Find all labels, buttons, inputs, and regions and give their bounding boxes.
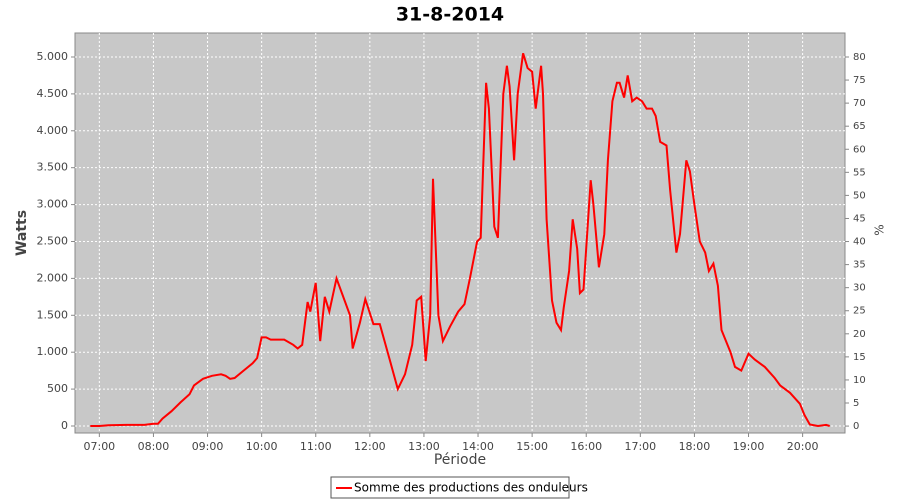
- x-tick-label: 09:00: [192, 440, 224, 453]
- y2-tick-label: 65: [853, 121, 866, 132]
- x-axis-label: Période: [434, 452, 486, 468]
- y2-tick-label: 80: [853, 52, 866, 63]
- y2-tick-label: 30: [853, 283, 866, 294]
- y2-tick-label: 15: [853, 352, 866, 363]
- y-tick-label: 4.500: [37, 87, 69, 100]
- chart-title: 31-8-2014: [396, 4, 504, 26]
- y2-tick-label: 35: [853, 260, 866, 271]
- x-tick-label: 19:00: [733, 440, 765, 453]
- y2-tick-label: 60: [853, 144, 866, 155]
- x-tick-label: 11:00: [300, 440, 332, 453]
- y-tick-label: 3.000: [37, 198, 69, 211]
- y2-tick-label: 55: [853, 167, 866, 178]
- y2-tick-label: 5: [853, 398, 859, 409]
- x-tick-label: 08:00: [138, 440, 170, 453]
- y2-axis-label: %: [873, 224, 887, 235]
- y-axis-label: Watts: [14, 210, 30, 256]
- y2-tick-label: 40: [853, 237, 866, 248]
- x-tick-label: 17:00: [624, 440, 656, 453]
- y-tick-label: 5.000: [37, 50, 69, 63]
- y2-tick-label: 45: [853, 213, 866, 224]
- y2-tick-label: 20: [853, 329, 866, 340]
- y-tick-label: 1.500: [37, 308, 69, 321]
- legend-label: Somme des productions des onduleurs: [354, 481, 588, 495]
- y-tick-label: 2.000: [37, 271, 69, 284]
- y-tick-label: 4.000: [37, 124, 69, 137]
- y2-tick-label: 70: [853, 98, 866, 109]
- x-tick-label: 14:00: [462, 440, 494, 453]
- y-tick-label: 500: [47, 382, 68, 395]
- legend: [330, 476, 570, 499]
- plot-area: [74, 32, 846, 434]
- x-tick-label: 15:00: [516, 440, 548, 453]
- y2-tick-label: 25: [853, 306, 866, 317]
- x-tick-label: 20:00: [787, 440, 819, 453]
- y-tick-label: 3.500: [37, 161, 69, 174]
- x-tick-label: 13:00: [408, 440, 440, 453]
- y-tick-label: 2.500: [37, 234, 69, 247]
- x-tick-label: 18:00: [679, 440, 711, 453]
- x-tick-label: 07:00: [83, 440, 115, 453]
- y2-tick-label: 10: [853, 375, 866, 386]
- x-tick-label: 16:00: [570, 440, 602, 453]
- y-tick-label: 1.000: [37, 345, 69, 358]
- x-tick-label: 12:00: [354, 440, 386, 453]
- y-tick-label: 0: [61, 419, 68, 432]
- y2-tick-label: 50: [853, 190, 866, 201]
- x-tick-label: 10:00: [246, 440, 278, 453]
- y2-tick-label: 75: [853, 75, 866, 86]
- line-series: [90, 53, 830, 428]
- y2-tick-label: 0: [853, 421, 859, 432]
